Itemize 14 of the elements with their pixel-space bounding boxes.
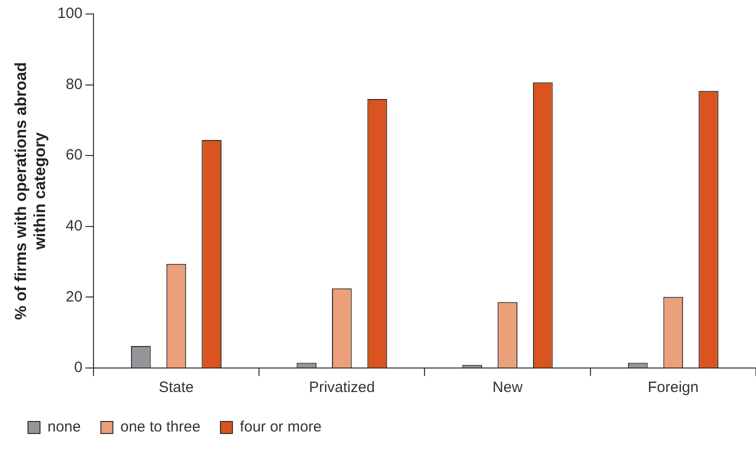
y-tick-label: 20 xyxy=(66,288,82,306)
legend-label: one to three xyxy=(120,418,200,436)
x-tick-label: Privatized xyxy=(308,379,375,396)
x-tick-label: Foreign xyxy=(648,379,699,396)
legend-label: none xyxy=(48,418,81,436)
y-tick-label: 0 xyxy=(74,359,82,376)
y-tick-label: 60 xyxy=(66,146,82,164)
x-tick-label: State xyxy=(158,379,194,396)
y-tick-label: 80 xyxy=(66,76,82,93)
y-tick-label: 100 xyxy=(57,5,82,22)
legend-label: four or more xyxy=(240,418,322,436)
y-axis-title: % of firms with operations abroad within category xyxy=(13,62,50,320)
y-tick-label: 40 xyxy=(66,218,82,235)
x-tick-label: New xyxy=(492,379,523,396)
